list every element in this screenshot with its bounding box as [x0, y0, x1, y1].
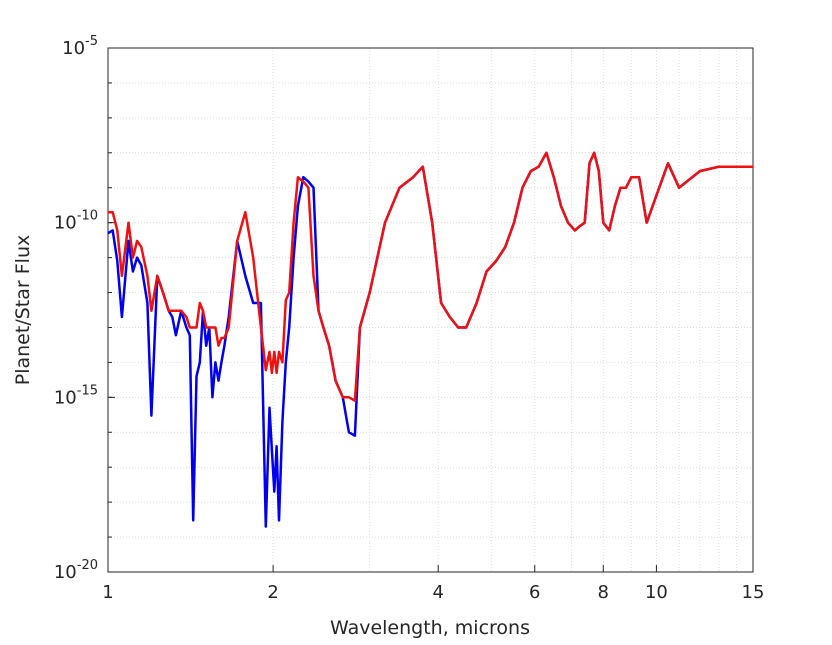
y-tick-label-base: 10: [62, 38, 85, 59]
y-tick-label-base: 10: [54, 387, 77, 408]
x-axis-label: Wavelength, microns: [330, 617, 530, 639]
y-tick-label-exponent: -20: [77, 558, 98, 573]
series-lines: [107, 151, 753, 528]
axis-ticks: [107, 47, 754, 573]
x-tick-label: 6: [529, 582, 540, 603]
y-tick-label-exponent: -15: [77, 383, 98, 398]
x-tick-label: 1: [102, 582, 113, 603]
x-tick-label: 4: [432, 582, 443, 603]
grid: [108, 48, 753, 572]
x-tick-label: 15: [742, 582, 765, 603]
y-tick-label-base: 10: [54, 213, 77, 234]
y-tick-label-exponent: -5: [85, 34, 98, 49]
y-tick-label: 10-10: [54, 209, 98, 234]
y-tick-label: 10-5: [62, 34, 98, 59]
series-line-2: [108, 151, 753, 402]
y-tick-label: 10-20: [54, 558, 98, 583]
y-axis-label: Planet/Star Flux: [12, 235, 34, 385]
x-tick-label: 8: [598, 582, 609, 603]
y-tick-label-exponent: -10: [77, 209, 98, 224]
y-tick-label: 10-15: [54, 383, 98, 408]
x-tick-label: 2: [267, 582, 278, 603]
y-tick-label-base: 10: [54, 562, 77, 583]
plot-frame: [107, 47, 754, 573]
x-tick-label: 10: [645, 582, 668, 603]
